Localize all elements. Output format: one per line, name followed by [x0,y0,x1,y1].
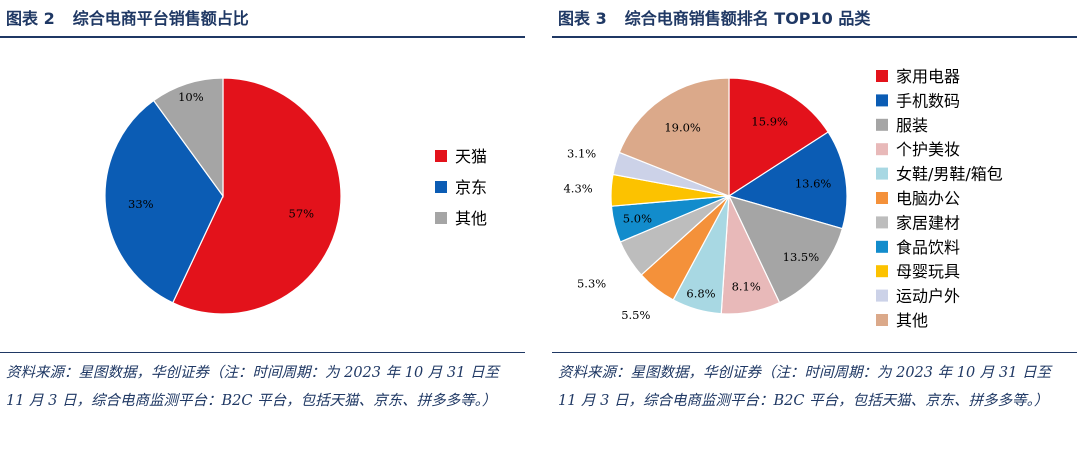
legend-swatch [435,212,447,224]
legend-label: 运动户外 [896,287,960,306]
data-label-jd: 33% [128,197,154,211]
chart-panel-right: 图表 3 综合电商销售额排名 TOP10 品类 15.9% 13.6% 13.5% 8… [552,0,1077,449]
data-label-apparel: 13.5% [783,250,820,264]
legend-item-other: 其他 [876,311,928,330]
legend-item-jd: 京东 [435,178,487,197]
data-label-phone-digital: 13.6% [795,177,832,191]
data-label-sports-outdoor: 3.1% [567,147,596,161]
pie-slices [610,77,848,315]
legend-swatch [435,181,447,193]
data-label-tmall: 57% [289,207,315,221]
data-label-beauty: 8.1% [732,279,761,293]
legend-item-other: 其他 [435,209,487,228]
chart-panel-left: 图表 2 综合电商平台销售额占比 57% 33% 10% 天猫京东其他 资料来源：星图… [0,0,525,449]
legend-label: 家用电器 [896,67,960,86]
data-label-other: 10% [178,90,204,104]
data-label-other: 19.0% [664,121,701,135]
title-rule [552,36,1077,38]
figure-number: 图表 2 [6,9,55,28]
legend-label: 手机数码 [896,91,960,110]
data-label-computer-office: 5.5% [621,308,650,322]
legend-item-beauty: 个护美妆 [876,140,960,159]
legend: 家用电器手机数码服装个护美妆女鞋/男鞋/箱包电脑办公家居建材食品饮料母婴玩具运动… [876,67,1003,330]
data-label-home-building: 5.3% [577,276,606,290]
legend-swatch [435,150,447,162]
legend-item-home-building: 家居建材 [876,213,960,232]
legend-label: 母婴玩具 [896,262,960,281]
pie-slice-apparel [727,195,844,304]
pie-slice-home-appliance [728,77,829,198]
legend-label: 天猫 [455,147,487,166]
legend-item-tmall: 天猫 [435,147,487,166]
legend-swatch [876,289,888,302]
legend-label: 京东 [455,178,487,197]
pie-slice-phone-digital [727,131,848,230]
pie-slice-other [152,77,224,198]
source-rule [0,352,525,353]
legend-item-food-beverage: 食品饮料 [876,238,960,257]
pie-data-labels: 15.9% 13.6% 13.5% 8.1% 6.8% 5.5% 5.3% 5.0% 4.3% 3… [563,114,831,321]
pie-slice-jd [104,99,224,304]
legend-swatch [876,265,888,278]
legend-label: 其他 [455,209,487,228]
pie-chart-category-share: 15.9% 13.6% 13.5% 8.1% 6.8% 5.5% 5.3% 5.0% 4.3% 3… [563,67,1003,330]
legend-swatch [876,216,888,229]
legend-label: 女鞋/男鞋/箱包 [896,165,1003,184]
data-label-home-appliance: 15.9% [751,114,788,128]
legend-item-phone-digital: 手机数码 [876,91,960,110]
legend-label: 食品饮料 [896,238,960,257]
data-label-shoes-bags: 6.8% [686,287,715,301]
pie-slices [104,77,342,315]
legend-swatch [876,94,888,107]
figure-title: 图表 2 综合电商平台销售额占比 [6,4,249,30]
legend-item-baby-toys: 母婴玩具 [876,262,960,281]
source-note: 资料来源：星图数据，华创证券（注：时间周期：为 2023 年 10 月 31 日… [6,365,499,409]
pie-slice-tmall [171,77,342,315]
legend-label: 电脑办公 [896,189,960,208]
legend-label: 服装 [896,116,928,135]
source-rule [552,352,1077,353]
legend-item-home-appliance: 家用电器 [876,67,960,86]
chart-title: 综合电商销售额排名 TOP10 品类 [624,9,871,28]
legend-item-apparel: 服装 [876,116,928,135]
legend-swatch [876,70,888,82]
legend-item-sports-outdoor: 运动户外 [876,287,960,306]
data-label-baby-toys: 4.3% [563,182,592,196]
figure-number: 图表 3 [558,9,607,28]
figure-title: 图表 3 综合电商销售额排名 TOP10 品类 [558,4,870,30]
pie-slice-other [618,77,730,197]
source-note: 资料来源：星图数据，华创证券（注：时间周期：为 2023 年 10 月 31 日… [558,365,1051,409]
legend-item-shoes-bags: 女鞋/男鞋/箱包 [876,165,1003,184]
legend-swatch [876,118,888,131]
legend-label: 家居建材 [896,213,960,232]
legend-swatch [876,143,888,156]
legend-item-computer-office: 电脑办公 [876,189,960,208]
legend-label: 个护美妆 [896,140,960,159]
chart-title: 综合电商平台销售额占比 [72,9,249,28]
legend-swatch [876,314,888,326]
legend-swatch [876,192,888,204]
pie-data-labels: 57% 33% 10% [128,90,314,220]
legend-swatch [876,240,888,253]
data-label-food-beverage: 5.0% [623,212,652,226]
legend-label: 其他 [896,311,928,330]
title-rule [0,36,525,38]
legend-swatch [876,167,888,180]
